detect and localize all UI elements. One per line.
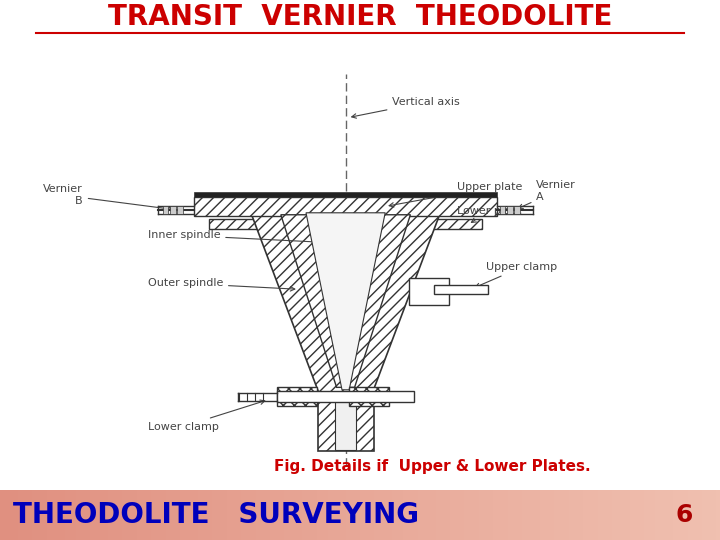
Bar — [277, 387, 317, 406]
Text: THEODOLITE   SURVEYING: THEODOLITE SURVEYING — [13, 501, 419, 529]
Polygon shape — [281, 215, 410, 387]
Bar — [163, 206, 168, 214]
Bar — [318, 392, 374, 451]
Text: Fig. Details if  Upper & Lower Plates.: Fig. Details if Upper & Lower Plates. — [274, 460, 590, 474]
Bar — [209, 219, 482, 230]
Polygon shape — [252, 216, 439, 392]
Bar — [433, 285, 487, 294]
Bar — [514, 206, 520, 214]
Text: Vernier
B: Vernier B — [43, 184, 172, 211]
Text: Lower clamp: Lower clamp — [148, 400, 265, 431]
Text: TRANSIT  VERNIER  THEODOLITE: TRANSIT VERNIER THEODOLITE — [108, 3, 612, 31]
Bar — [335, 392, 356, 450]
Text: Lower plate: Lower plate — [457, 206, 522, 222]
Bar — [277, 392, 414, 402]
Bar — [170, 206, 176, 214]
Bar — [177, 206, 183, 214]
Text: Upper plate: Upper plate — [389, 183, 523, 207]
Text: Vertical axis: Vertical axis — [351, 97, 460, 118]
Bar — [349, 387, 389, 406]
Text: Outer spindle: Outer spindle — [148, 279, 294, 291]
Polygon shape — [194, 197, 497, 216]
Text: Vernier
A: Vernier A — [518, 180, 576, 208]
Bar — [507, 206, 513, 214]
Bar — [194, 192, 497, 197]
Bar — [500, 206, 505, 214]
Text: 6: 6 — [675, 503, 693, 527]
Bar — [409, 278, 449, 306]
Text: Upper clamp: Upper clamp — [475, 262, 557, 287]
Text: Inner spindle: Inner spindle — [148, 231, 327, 245]
Polygon shape — [306, 213, 385, 390]
